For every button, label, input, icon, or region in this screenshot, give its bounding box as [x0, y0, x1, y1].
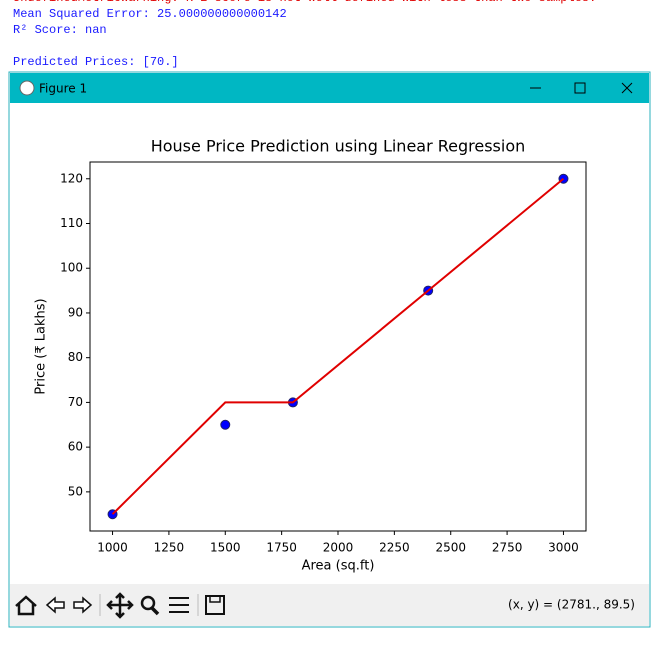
home-button[interactable] [15, 595, 37, 616]
y-tick-label: 70 [68, 395, 83, 409]
pan-button[interactable] [106, 592, 134, 619]
y-tick-label: 100 [60, 261, 83, 275]
title-bar [10, 73, 649, 103]
data-point [220, 419, 231, 430]
regression-line [111, 178, 565, 515]
plot-area [89, 161, 587, 532]
zoom-button[interactable] [140, 595, 156, 611]
x-tick-label: 1500 [210, 541, 241, 555]
maximize-button[interactable] [574, 82, 586, 94]
y-axis-label: Price (₹ Lakhs) [34, 298, 49, 394]
y-tick-label: 110 [60, 216, 83, 230]
window-title: Figure 1 [39, 82, 87, 96]
configure-button[interactable] [169, 597, 189, 613]
y-tick-label: 50 [68, 484, 83, 498]
y-tick-label: 80 [68, 350, 83, 364]
status-text: (x, y) = (2781., 89.5) [508, 598, 635, 612]
close-button[interactable] [621, 82, 633, 94]
y-tick-label: 90 [68, 305, 83, 319]
zoom-handle [150, 606, 160, 616]
x-tick-label: 1250 [154, 541, 185, 555]
chart: House Price Prediction using Linear Regr… [34, 137, 587, 574]
x-tick-label: 1000 [97, 541, 128, 555]
app-icon [19, 80, 35, 96]
toolbar-icons [15, 592, 225, 619]
x-tick-label: 2250 [379, 541, 410, 555]
x-tick-label: 2750 [492, 541, 523, 555]
chart-title: House Price Prediction using Linear Regr… [151, 137, 526, 156]
x-tick-label: 1750 [266, 541, 297, 555]
y-tick-label: 60 [68, 440, 83, 454]
x-tick-label: 2000 [323, 541, 354, 555]
back-button[interactable] [45, 596, 65, 614]
console-line: Mean Squared Error: 25.000000000000142 [13, 7, 287, 21]
x-tick-label: 2500 [435, 541, 466, 555]
y-tick-label: 120 [60, 171, 83, 185]
forward-button[interactable] [73, 596, 93, 614]
console: UndefinedMetricWarning: R^2 score is not… [13, 0, 596, 69]
x-axis-label: Area (sq.ft) [302, 559, 375, 574]
console-line: R² Score: nan [13, 23, 107, 37]
save-icon-part [209, 595, 221, 603]
console-line: Predicted Prices: [70.] [13, 55, 179, 69]
x-tick-label: 3000 [548, 541, 579, 555]
console-line: UndefinedMetricWarning: R^2 score is not… [13, 0, 596, 5]
